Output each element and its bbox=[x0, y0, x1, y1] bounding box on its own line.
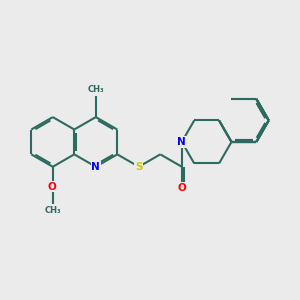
Text: CH₃: CH₃ bbox=[44, 206, 61, 215]
Text: O: O bbox=[47, 182, 56, 192]
Text: N: N bbox=[92, 162, 100, 172]
Text: CH₃: CH₃ bbox=[88, 85, 104, 94]
Text: O: O bbox=[177, 183, 186, 193]
Text: N: N bbox=[177, 137, 186, 147]
Text: S: S bbox=[135, 162, 142, 172]
